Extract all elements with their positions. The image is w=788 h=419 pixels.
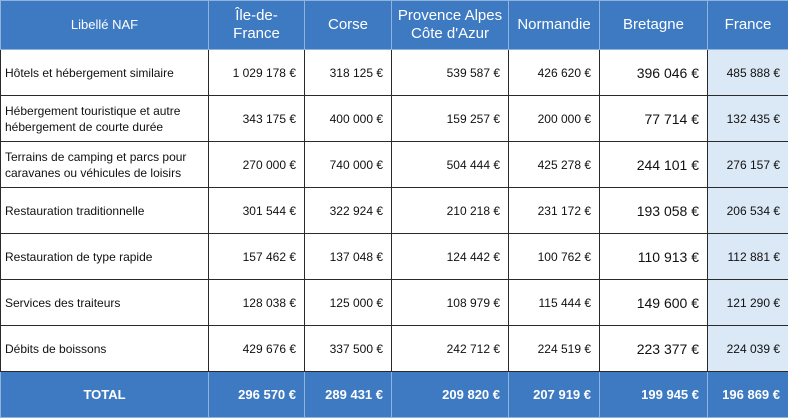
table-row: Restauration traditionnelle 301 544 € 32… bbox=[0, 187, 788, 234]
header-ile-de-france: Île-de-France bbox=[208, 0, 305, 50]
total-value: 199 945 € bbox=[599, 371, 708, 418]
cell-value: 244 101 € bbox=[599, 141, 708, 188]
cell-value: 110 913 € bbox=[599, 233, 708, 280]
table-row: Hébergement touristique et autre héberge… bbox=[0, 95, 788, 142]
table-row: Services des traiteurs 128 038 € 125 000… bbox=[0, 279, 788, 326]
header-normandie: Normandie bbox=[508, 0, 600, 50]
table-row: Terrains de camping et parcs pour carava… bbox=[0, 141, 788, 188]
header-france: France bbox=[707, 0, 788, 50]
row-label: Services des traiteurs bbox=[0, 279, 209, 326]
cell-value: 108 979 € bbox=[391, 279, 509, 326]
total-label: TOTAL bbox=[0, 371, 209, 418]
header-row: Libellé NAF Île-de-France Corse Provence… bbox=[0, 0, 788, 50]
cell-value: 242 712 € bbox=[391, 325, 509, 372]
cell-value: 100 762 € bbox=[508, 233, 600, 280]
row-label: Restauration de type rapide bbox=[0, 233, 209, 280]
cell-value-france: 276 157 € bbox=[707, 141, 788, 188]
cell-value: 504 444 € bbox=[391, 141, 509, 188]
cell-value: 429 676 € bbox=[208, 325, 305, 372]
cell-value-france: 121 290 € bbox=[707, 279, 788, 326]
cell-value: 149 600 € bbox=[599, 279, 708, 326]
header-corse: Corse bbox=[304, 0, 392, 50]
cell-value: 539 587 € bbox=[391, 49, 509, 96]
cell-value: 124 442 € bbox=[391, 233, 509, 280]
total-row: TOTAL 296 570 € 289 431 € 209 820 € 207 … bbox=[0, 371, 788, 418]
header-libelle: Libellé NAF bbox=[0, 0, 209, 50]
cell-value: 318 125 € bbox=[304, 49, 392, 96]
cell-value: 740 000 € bbox=[304, 141, 392, 188]
cell-value: 128 038 € bbox=[208, 279, 305, 326]
cell-value-france: 132 435 € bbox=[707, 95, 788, 142]
total-value: 207 919 € bbox=[508, 371, 600, 418]
cell-value: 426 620 € bbox=[508, 49, 600, 96]
cell-value: 223 377 € bbox=[599, 325, 708, 372]
row-label: Hôtels et hébergement similaire bbox=[0, 49, 209, 96]
cell-value: 337 500 € bbox=[304, 325, 392, 372]
header-paca: Provence Alpes Côte d'Azur bbox=[391, 0, 509, 50]
cell-value-france: 485 888 € bbox=[707, 49, 788, 96]
total-value: 289 431 € bbox=[304, 371, 392, 418]
table-row: Restauration de type rapide 157 462 € 13… bbox=[0, 233, 788, 280]
cell-value: 231 172 € bbox=[508, 187, 600, 234]
cell-value: 200 000 € bbox=[508, 95, 600, 142]
row-label: Débits de boissons bbox=[0, 325, 209, 372]
cell-value: 343 175 € bbox=[208, 95, 305, 142]
cell-value: 137 048 € bbox=[304, 233, 392, 280]
total-value: 296 570 € bbox=[208, 371, 305, 418]
row-label: Hébergement touristique et autre héberge… bbox=[0, 95, 209, 142]
cell-value: 77 714 € bbox=[599, 95, 708, 142]
cell-value-france: 206 534 € bbox=[707, 187, 788, 234]
cell-value: 157 462 € bbox=[208, 233, 305, 280]
table-row: Hôtels et hébergement similaire 1 029 17… bbox=[0, 49, 788, 96]
cell-value: 322 924 € bbox=[304, 187, 392, 234]
cell-value-france: 224 039 € bbox=[707, 325, 788, 372]
row-label: Restauration traditionnelle bbox=[0, 187, 209, 234]
cell-value: 193 058 € bbox=[599, 187, 708, 234]
table-row: Débits de boissons 429 676 € 337 500 € 2… bbox=[0, 325, 788, 372]
cell-value-france: 112 881 € bbox=[707, 233, 788, 280]
cell-value: 1 029 178 € bbox=[208, 49, 305, 96]
row-label: Terrains de camping et parcs pour carava… bbox=[0, 141, 209, 188]
cell-value: 210 218 € bbox=[391, 187, 509, 234]
total-value-france: 196 869 € bbox=[707, 371, 788, 418]
cell-value: 270 000 € bbox=[208, 141, 305, 188]
cell-value: 301 544 € bbox=[208, 187, 305, 234]
total-value: 209 820 € bbox=[391, 371, 509, 418]
cell-value: 400 000 € bbox=[304, 95, 392, 142]
cell-value: 159 257 € bbox=[391, 95, 509, 142]
header-bretagne: Bretagne bbox=[599, 0, 708, 50]
cell-value: 125 000 € bbox=[304, 279, 392, 326]
cell-value: 115 444 € bbox=[508, 279, 600, 326]
cell-value: 425 278 € bbox=[508, 141, 600, 188]
cell-value: 396 046 € bbox=[599, 49, 708, 96]
cell-value: 224 519 € bbox=[508, 325, 600, 372]
